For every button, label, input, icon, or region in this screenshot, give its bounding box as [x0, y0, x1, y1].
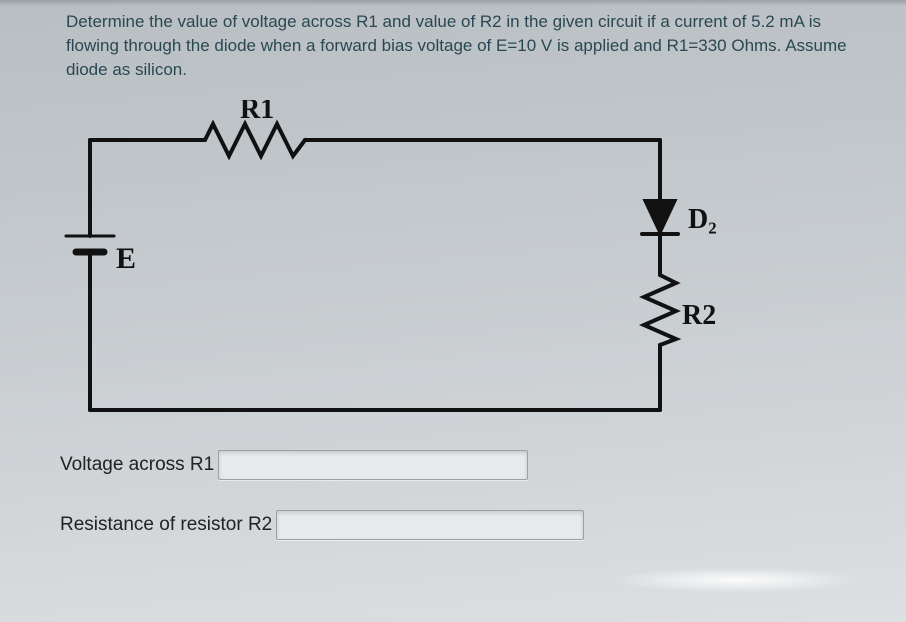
answer-label-vr1: Voltage across R1 [60, 454, 214, 476]
answer-input-vr1[interactable] [218, 450, 528, 480]
label-source: E [116, 242, 136, 275]
label-r1: R1 [240, 100, 274, 125]
label-r2: R2 [682, 300, 716, 331]
label-diode: D₂ [688, 204, 717, 235]
circuit-diagram: R1 E D₂ R2 [60, 100, 740, 430]
answer-row-r2: Resistance of resistor R2 [60, 510, 584, 540]
worksheet-sheet: Determine the value of voltage across R1… [0, 0, 906, 622]
top-shadow [0, 0, 906, 6]
answer-label-r2: Resistance of resistor R2 [60, 514, 272, 536]
answer-row-vr1: Voltage across R1 [60, 450, 528, 480]
answer-input-r2[interactable] [276, 510, 584, 540]
question-text: Determine the value of voltage across R1… [66, 10, 866, 81]
glare-highlight [520, 560, 880, 600]
